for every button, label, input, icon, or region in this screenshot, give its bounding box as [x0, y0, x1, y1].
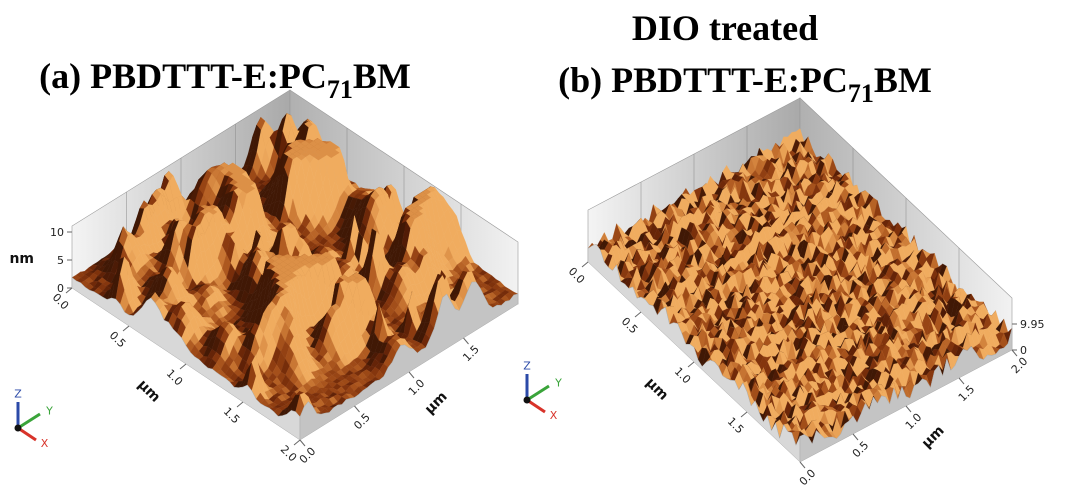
afm-panel: (b) PBDTTT-E:PC71BM0.00.51.01.5μm0.00.51… [523, 60, 1044, 488]
tick-mark [408, 371, 415, 379]
title-subscript: 71 [848, 79, 874, 108]
axis-label: μm [134, 377, 163, 406]
tick-label: 1.0 [406, 377, 428, 399]
front-face [71, 277, 301, 441]
axis-label: nm [9, 251, 34, 267]
surface [587, 128, 1013, 446]
tick-mark [463, 337, 469, 345]
panels: (a) PBDTTT-E:PC71BM0.00.51.01.52.0μm0.00… [9, 56, 1044, 488]
title-subscript: 71 [327, 75, 353, 104]
title-text: (b) PBDTTT-E:PC [558, 60, 848, 100]
title-text: BM [353, 56, 411, 96]
tick-label: 5 [57, 254, 64, 267]
tick-label: 0.5 [107, 329, 129, 351]
tick-mark [354, 405, 360, 413]
tick-mark [293, 439, 301, 446]
tick-mark [236, 401, 244, 408]
orientation-label: X [41, 437, 49, 450]
tick-mark [65, 287, 73, 294]
axis-label: μm [422, 389, 451, 418]
tick-label: 0 [57, 282, 64, 295]
surface [71, 112, 519, 418]
orientation-arrow [17, 412, 41, 430]
tick-mark [299, 439, 306, 447]
orientation-arrow [17, 426, 37, 442]
title-text: BM [874, 60, 932, 100]
title-text: (a) PBDTTT-E:PC [39, 56, 327, 96]
tick-label: 0.0 [297, 445, 319, 467]
front-face [299, 281, 519, 441]
orientation-icon: Z Y X [14, 388, 53, 451]
tick-label: 1.0 [164, 367, 186, 389]
tick-label: 0.5 [351, 411, 373, 433]
orientation-label: Z [14, 388, 22, 401]
orientation-origin [14, 424, 22, 432]
tick-label: 1.5 [221, 405, 243, 427]
tick-mark [179, 363, 187, 370]
panel-title: (a) PBDTTT-E:PC71BM [39, 56, 411, 104]
orientation-label: Y [45, 405, 53, 418]
tick-label: 1.5 [460, 343, 482, 365]
tick-label: 10 [50, 226, 64, 239]
afm-panel: (a) PBDTTT-E:PC71BM0.00.51.01.52.0μm0.00… [9, 56, 519, 467]
tick-label: 2.0 [278, 443, 300, 465]
tick-mark [122, 325, 130, 332]
panel-title: (b) PBDTTT-E:PC71BM [558, 60, 932, 108]
heading: DIO treated [632, 8, 818, 48]
